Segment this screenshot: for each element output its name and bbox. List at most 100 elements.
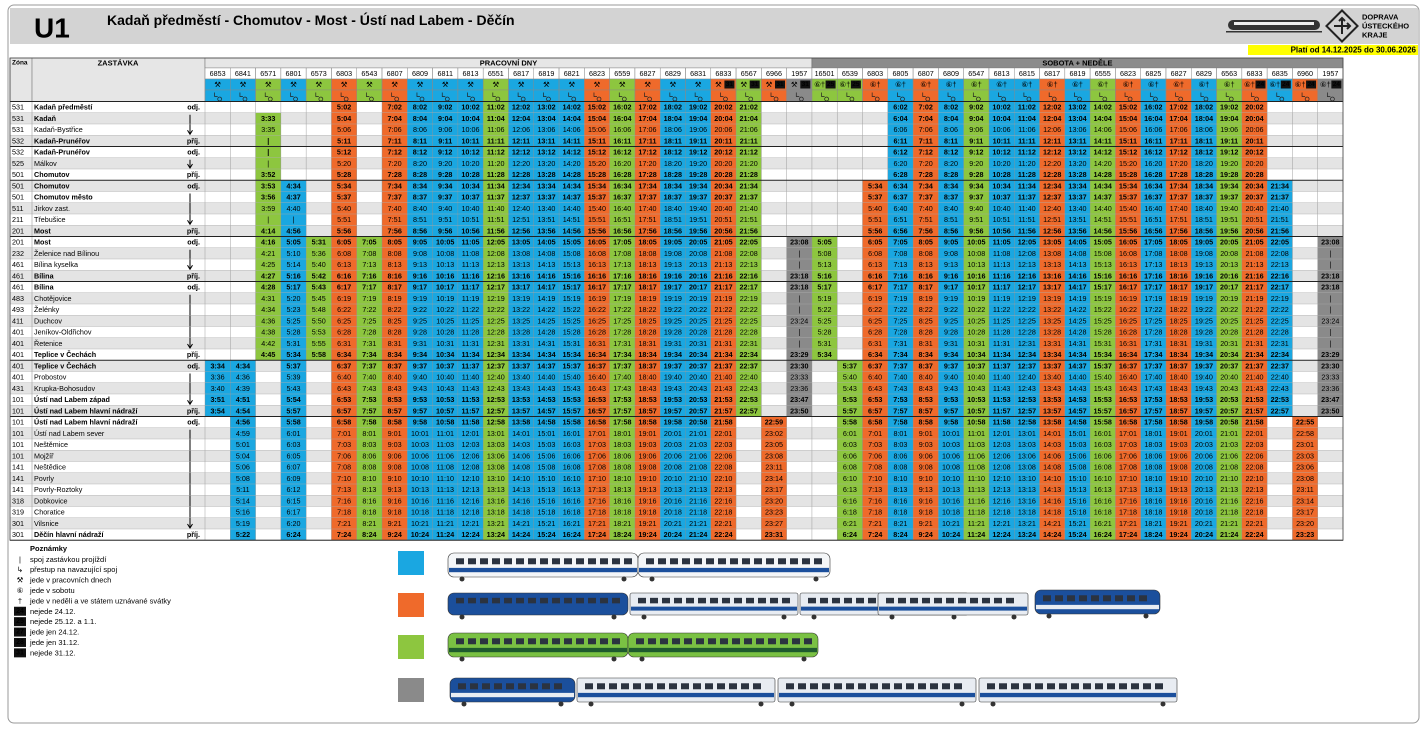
- time-cell: [1216, 315, 1242, 327]
- departure-time: 17:24: [588, 530, 606, 539]
- time-cell: [786, 337, 812, 349]
- departure-time: 19:22: [664, 305, 682, 314]
- time-cell: [230, 360, 256, 372]
- time-cell: [559, 349, 585, 361]
- departure-time: 8:02: [413, 103, 427, 112]
- departure-time: 15:08: [563, 249, 581, 258]
- departure-time: 16:12: [613, 148, 631, 157]
- time-cell: [1267, 281, 1293, 293]
- time-cell: [938, 101, 964, 113]
- train-days: ⑥†: [895, 80, 906, 89]
- time-cell: [1267, 304, 1293, 316]
- stop-zone: 319: [12, 508, 24, 517]
- departure-time: 5:06: [337, 125, 351, 134]
- train-number: 6829: [665, 69, 681, 78]
- time-cell: [533, 214, 560, 226]
- departure-time: 11:06: [968, 451, 985, 460]
- time-cell: [559, 416, 585, 428]
- time-cell: [988, 382, 1015, 394]
- time-cell: [331, 169, 357, 181]
- departure-time: 6:24: [843, 530, 857, 539]
- departure-time: |: [1329, 339, 1331, 348]
- time-cell: [356, 337, 383, 349]
- time-cell: [1115, 236, 1141, 248]
- train-car: [777, 677, 977, 707]
- departure-time: 10:21: [411, 519, 429, 528]
- departure-time: 16:37: [613, 193, 631, 202]
- time-cell: [634, 281, 661, 293]
- departure-time: 5:28: [337, 170, 351, 179]
- departure-time: 21:53: [1245, 395, 1263, 404]
- time-cell: [1267, 360, 1293, 372]
- time-cell: [1014, 236, 1040, 248]
- time-cell: [533, 247, 560, 259]
- departure-time: 11:24: [436, 530, 454, 539]
- car-window: [882, 683, 890, 690]
- car-window: [482, 683, 490, 690]
- stop-name: Kadaň-Prunéřov: [34, 136, 90, 145]
- departure-time: 8:21: [362, 519, 376, 528]
- train-days: ⚒: [740, 80, 747, 89]
- time-cell: [1014, 259, 1040, 271]
- time-cell: [710, 360, 737, 372]
- departure-time: 21:37: [1271, 193, 1289, 202]
- car-window: [528, 558, 536, 565]
- time-cell: [913, 315, 939, 327]
- departure-time: 18:05: [638, 238, 656, 247]
- departure-time: 7:02: [387, 103, 401, 112]
- departure-time: 16:13: [588, 260, 606, 269]
- departure-time: 5:28: [818, 328, 832, 337]
- departure-time: 11:37: [993, 361, 1011, 370]
- time-cell: [1039, 304, 1065, 316]
- departure-time: 20:56: [1245, 226, 1263, 235]
- car-window: [946, 597, 954, 604]
- time-cell: [356, 326, 383, 338]
- departure-time: 20:08: [689, 249, 707, 258]
- train-days: ⚒: [214, 80, 221, 89]
- departure-time: 11:22: [993, 305, 1010, 314]
- time-cell: [1267, 270, 1293, 282]
- car-window: [669, 683, 677, 690]
- time-cell: [1140, 169, 1166, 181]
- departure-time: 14:12: [1094, 148, 1112, 157]
- departure-time: 17:28: [1144, 328, 1162, 337]
- departure-time: 9:34: [413, 350, 427, 359]
- departure-time: 8:17: [919, 283, 933, 292]
- time-cell: [660, 360, 686, 372]
- time-cell: [1140, 180, 1166, 192]
- time-cell: [913, 304, 939, 316]
- departure-time: 6:43: [868, 384, 882, 393]
- time-cell: [634, 214, 661, 226]
- time-cell: [913, 337, 939, 349]
- car-window: [588, 597, 596, 604]
- time-cell: [255, 247, 281, 259]
- departure-time: 14:01: [1043, 429, 1061, 438]
- time-cell: [609, 191, 635, 203]
- time-cell: [1064, 495, 1091, 507]
- departure-time: 6:37: [868, 361, 882, 370]
- departure-time: 12:20: [1043, 159, 1061, 168]
- departure-time: 23:14: [765, 474, 783, 483]
- departure-time: 18:13: [1144, 485, 1162, 494]
- departure-time: 11:16: [437, 496, 454, 505]
- departure-time: 9:13: [413, 260, 427, 269]
- departure-time: 16:02: [1144, 103, 1162, 112]
- car-window: [734, 597, 742, 604]
- departure-time: 6:24: [286, 530, 300, 539]
- time-cell: [634, 495, 661, 507]
- departure-time: 7:18: [337, 508, 351, 517]
- time-cell: [432, 472, 458, 484]
- time-cell: [1090, 416, 1116, 428]
- time-cell: [1292, 472, 1318, 484]
- time-cell: [1165, 157, 1192, 169]
- departure-time: 12:51: [1043, 215, 1061, 224]
- car-window: [898, 597, 906, 604]
- departure-time: 20:19: [689, 294, 707, 303]
- time-cell: [1140, 315, 1166, 327]
- car-window: [597, 683, 605, 690]
- car-window: [470, 683, 478, 690]
- car-window: [1035, 683, 1043, 690]
- time-cell: [1191, 146, 1217, 158]
- time-cell: [938, 259, 964, 271]
- time-cell: [306, 337, 332, 349]
